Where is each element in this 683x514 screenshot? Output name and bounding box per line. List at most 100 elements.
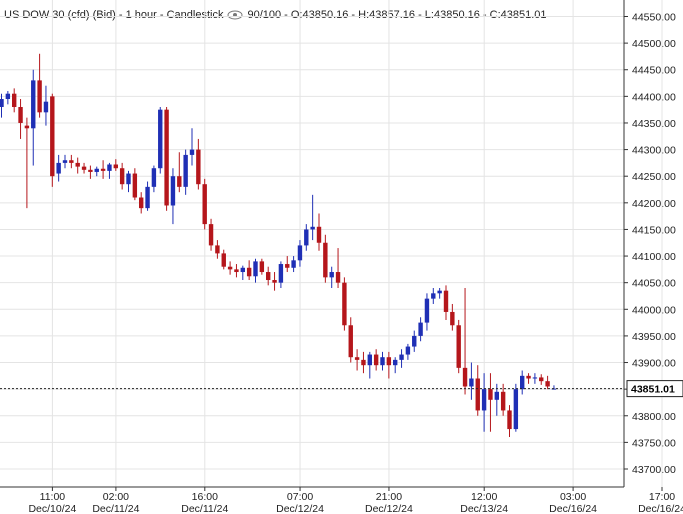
candle-body[interactable] xyxy=(196,149,201,185)
y-tick-label: 44150.00 xyxy=(632,224,676,236)
candle-body[interactable] xyxy=(18,107,23,123)
candle-body[interactable] xyxy=(443,290,449,312)
y-tick-label: 43950.00 xyxy=(632,331,676,343)
candle-body[interactable] xyxy=(329,272,334,278)
candle-body[interactable] xyxy=(424,298,430,323)
candle-body[interactable] xyxy=(202,184,207,225)
candle-body[interactable] xyxy=(481,389,487,411)
candle-body[interactable] xyxy=(94,168,99,172)
candle-body[interactable] xyxy=(520,375,525,390)
candle-body[interactable] xyxy=(297,245,303,261)
candle-body[interactable] xyxy=(145,186,150,209)
candle-body[interactable] xyxy=(113,164,118,169)
y-tick-label: 43800.00 xyxy=(632,411,676,423)
candle-body[interactable] xyxy=(323,242,328,278)
candle-body[interactable] xyxy=(62,160,68,163)
candle-body[interactable] xyxy=(272,280,277,283)
candle-body[interactable] xyxy=(399,354,404,360)
candle-body[interactable] xyxy=(361,359,366,366)
candle-body[interactable] xyxy=(456,325,461,368)
y-tick-label: 44000.00 xyxy=(632,304,676,316)
candle-body[interactable] xyxy=(0,99,4,107)
candle-body[interactable] xyxy=(43,101,49,113)
candle-body[interactable] xyxy=(69,160,74,163)
candle-body[interactable] xyxy=(278,264,284,283)
candle-body[interactable] xyxy=(450,311,455,326)
candle-body[interactable] xyxy=(56,162,61,174)
candle-body[interactable] xyxy=(50,96,55,177)
candle-body[interactable] xyxy=(75,162,80,167)
candle-body[interactable] xyxy=(488,389,493,400)
candle-body[interactable] xyxy=(164,109,169,206)
x-tick-date: Dec/16/24 xyxy=(638,503,683,514)
candle-body[interactable] xyxy=(183,154,188,187)
candle-body[interactable] xyxy=(500,391,506,411)
candle-body[interactable] xyxy=(189,149,195,155)
candle-body[interactable] xyxy=(285,264,290,268)
candle-body[interactable] xyxy=(246,267,252,277)
y-tick-label: 44550.00 xyxy=(632,12,676,24)
candle-body[interactable] xyxy=(507,410,512,430)
candle-body[interactable] xyxy=(132,173,138,198)
candle-body[interactable] xyxy=(348,325,353,358)
candle-body[interactable] xyxy=(405,346,411,355)
candle-body[interactable] xyxy=(81,166,87,170)
candle-body[interactable] xyxy=(227,266,233,270)
candle-body[interactable] xyxy=(380,357,385,366)
candle-body[interactable] xyxy=(24,125,30,129)
candle-body[interactable] xyxy=(367,354,372,366)
candle-body[interactable] xyxy=(526,375,531,379)
candle-body[interactable] xyxy=(151,168,157,187)
candle-body[interactable] xyxy=(170,176,176,206)
candle-body[interactable] xyxy=(386,357,392,366)
candle-body[interactable] xyxy=(532,377,538,379)
candle-body[interactable] xyxy=(469,378,474,387)
candle-body[interactable] xyxy=(437,290,442,294)
x-tick-label: 02:00 xyxy=(103,491,129,503)
x-tick-label: 12:00 xyxy=(471,491,497,503)
candle-body[interactable] xyxy=(37,80,42,113)
candle-body[interactable] xyxy=(393,359,398,366)
candle-body[interactable] xyxy=(234,269,239,273)
candle-body[interactable] xyxy=(310,226,315,230)
candle-body[interactable] xyxy=(539,377,544,382)
candle-body[interactable] xyxy=(304,229,309,246)
candle-body[interactable] xyxy=(291,260,296,268)
candle-body[interactable] xyxy=(158,109,163,169)
candle-body[interactable] xyxy=(221,253,226,267)
candle-body[interactable] xyxy=(253,261,258,277)
candle-body[interactable] xyxy=(513,389,519,430)
candle-body[interactable] xyxy=(545,381,550,387)
candle-body[interactable] xyxy=(88,169,93,172)
candle-body[interactable] xyxy=(266,272,271,281)
candle-body[interactable] xyxy=(31,80,36,129)
candle-body[interactable] xyxy=(5,93,11,100)
candle-body[interactable] xyxy=(412,335,417,347)
candle-body[interactable] xyxy=(475,378,480,411)
candle-body[interactable] xyxy=(107,164,112,171)
candle-body[interactable] xyxy=(462,367,468,387)
candle-body[interactable] xyxy=(119,168,125,185)
x-tick-label: 21:00 xyxy=(376,491,402,503)
candle-body[interactable] xyxy=(259,261,265,273)
candle-body[interactable] xyxy=(177,176,182,187)
candle-body[interactable] xyxy=(139,197,144,209)
candle-body[interactable] xyxy=(373,354,379,366)
candle-body[interactable] xyxy=(240,267,245,273)
candle-body[interactable] xyxy=(335,272,341,283)
candle-body[interactable] xyxy=(418,322,423,336)
x-tick-label: 07:00 xyxy=(287,491,313,503)
y-tick-label: 44300.00 xyxy=(632,145,676,157)
candle-body[interactable] xyxy=(100,168,106,171)
candle-body[interactable] xyxy=(342,282,347,326)
candle-body[interactable] xyxy=(126,173,131,185)
candle-body[interactable] xyxy=(208,224,214,246)
candle-body[interactable] xyxy=(316,226,322,243)
candle-body[interactable] xyxy=(494,391,499,400)
candle-body[interactable] xyxy=(354,357,360,360)
candle-body[interactable] xyxy=(215,245,220,254)
chart-title: US DOW 30 (cfd) (Bid) - 1 hour - Candles… xyxy=(4,9,224,21)
candle-body[interactable] xyxy=(431,293,436,299)
candle-body[interactable] xyxy=(12,93,17,107)
